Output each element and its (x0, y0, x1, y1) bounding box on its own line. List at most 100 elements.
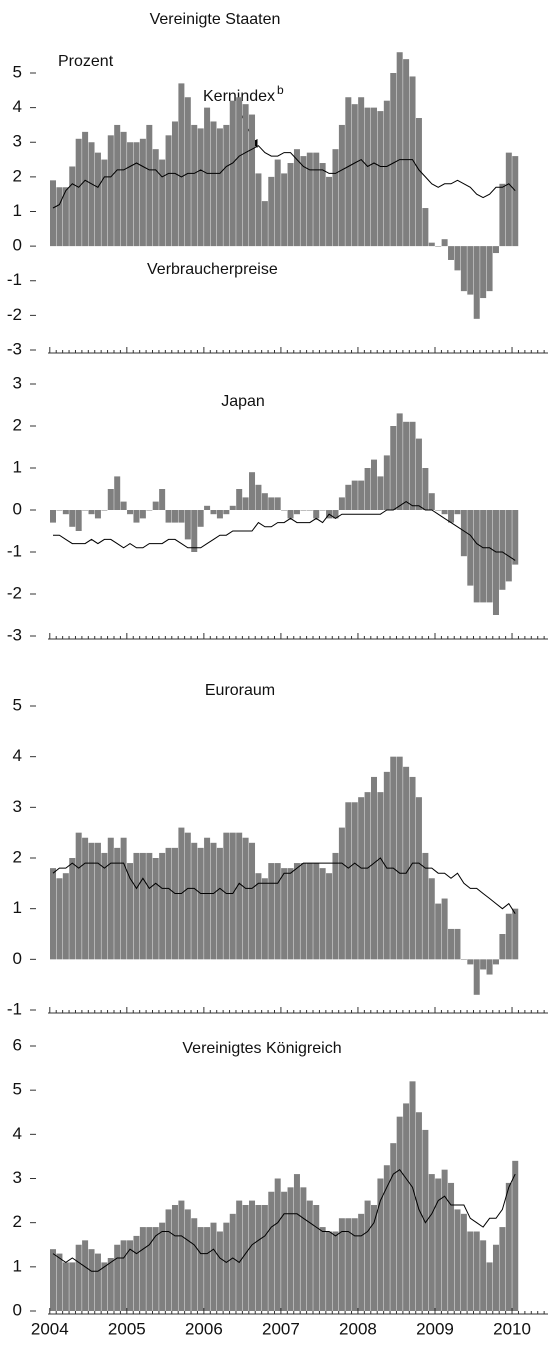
bar (467, 246, 474, 295)
bar (409, 776, 416, 960)
bar (242, 497, 249, 510)
y-tick-label: -1 (7, 541, 22, 560)
bar (338, 1218, 345, 1311)
line (52, 145, 516, 209)
bar (287, 510, 294, 519)
bar (127, 142, 134, 247)
bar (326, 1231, 333, 1311)
bar (505, 913, 512, 960)
y-tick-label: -1 (7, 999, 22, 1018)
bar (364, 792, 371, 960)
bar (184, 1209, 191, 1311)
bar (133, 142, 140, 247)
bar (82, 131, 89, 247)
bar (319, 868, 326, 960)
bar (101, 852, 108, 960)
bar (293, 863, 300, 960)
bar (319, 510, 326, 511)
bar (371, 107, 377, 247)
bar (409, 1081, 416, 1311)
bar (249, 472, 256, 510)
bar (332, 852, 339, 960)
y-tick-label: 6 (13, 1035, 22, 1054)
bar (306, 510, 313, 511)
bar (107, 837, 114, 960)
bar (300, 510, 307, 511)
cpi-label: Verbraucherpreise (147, 261, 278, 278)
bar (473, 510, 480, 603)
bar (396, 756, 403, 960)
bar (261, 201, 268, 247)
bar (486, 1262, 493, 1311)
bar (338, 827, 345, 960)
bar (146, 124, 153, 247)
bar (505, 510, 512, 582)
bar (159, 852, 166, 960)
bar (94, 842, 101, 960)
bar (480, 246, 487, 299)
bar (415, 1112, 422, 1311)
y-tick-label: 1 (13, 1256, 22, 1275)
bar (448, 510, 455, 523)
bar (454, 246, 461, 271)
bar (287, 1187, 294, 1311)
y-tick-label: 2 (13, 166, 22, 185)
y-tick-label: -1 (7, 270, 22, 289)
bar (165, 847, 172, 960)
bar (75, 510, 82, 531)
bar (377, 111, 384, 247)
bar (165, 135, 172, 247)
bar (236, 1200, 243, 1311)
bar (56, 878, 63, 960)
bar (204, 1227, 211, 1311)
bar (358, 97, 365, 247)
bar (460, 959, 467, 960)
bar (146, 510, 153, 511)
bar (107, 135, 114, 247)
y-tick-label: 0 (13, 236, 22, 255)
bar (88, 142, 95, 247)
bar (242, 104, 249, 247)
bar (229, 100, 236, 247)
y-tick-label: 0 (13, 1300, 22, 1319)
bar (467, 1231, 474, 1311)
bar (114, 847, 121, 960)
bar (293, 510, 300, 515)
y-tick-label: -2 (7, 583, 22, 602)
bar (422, 208, 429, 247)
bar (313, 510, 320, 519)
y-tick-label: 2 (13, 847, 22, 866)
bar (390, 73, 397, 247)
bar (505, 1182, 512, 1311)
bar (448, 1182, 455, 1311)
line (53, 501, 516, 561)
bar (62, 873, 69, 960)
bar (428, 878, 435, 960)
bar (165, 1209, 172, 1311)
bar (101, 510, 108, 511)
bar (422, 1129, 429, 1311)
bar (332, 1231, 339, 1311)
bar (242, 1205, 249, 1311)
bar (345, 1218, 352, 1311)
bar (473, 959, 480, 995)
bar (159, 489, 166, 510)
bar (114, 1244, 121, 1311)
bar (88, 842, 95, 960)
bar (184, 97, 191, 247)
bar (261, 878, 268, 960)
bar (127, 863, 134, 960)
y-tick-label: -3 (7, 625, 22, 644)
bar (454, 928, 461, 960)
bar (499, 183, 506, 247)
bar (454, 510, 461, 515)
bar (499, 510, 506, 590)
bar (428, 1174, 435, 1311)
bar (171, 510, 178, 523)
bar (512, 908, 519, 960)
bar (120, 131, 127, 247)
bar (216, 510, 223, 519)
bar (88, 1249, 95, 1311)
bar (152, 149, 159, 247)
